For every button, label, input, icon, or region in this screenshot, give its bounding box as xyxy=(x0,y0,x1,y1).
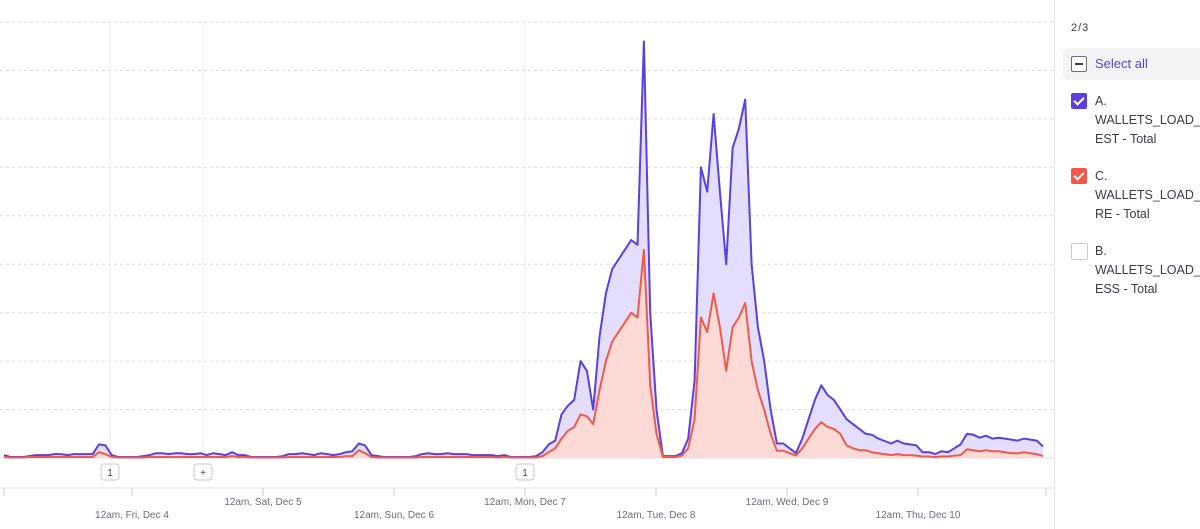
legend-line: RE - Total xyxy=(1095,207,1150,221)
annotation-label: + xyxy=(200,468,206,479)
x-tick-label: 12am, Tue, Dec 8 xyxy=(617,510,696,521)
legend-item-label: C. WALLETS_LOAD_ RE - Total xyxy=(1095,167,1200,224)
select-all-label: Select all xyxy=(1095,56,1148,71)
legend-line: WALLETS_LOAD_ xyxy=(1095,113,1200,127)
legend-line: A. xyxy=(1095,94,1107,108)
series-c-area xyxy=(4,249,1043,458)
checked-checkbox-icon[interactable] xyxy=(1071,93,1087,109)
checked-checkbox-icon[interactable] xyxy=(1071,168,1087,184)
x-tick-label: 12am, Wed, Dec 9 xyxy=(746,497,829,508)
legend-item-label: B. WALLETS_LOAD_S ESS - Total xyxy=(1095,242,1200,299)
x-tick-label: 12am, Sun, Dec 6 xyxy=(354,510,434,521)
legend-line: WALLETS_LOAD_ xyxy=(1095,188,1200,202)
x-tick-label: 12am, Thu, Dec 10 xyxy=(876,510,961,521)
series-c-line xyxy=(3,248,1044,459)
series-a-line xyxy=(3,40,1044,458)
legend-line: EST - Total xyxy=(1095,132,1157,146)
annotation-label: 1 xyxy=(107,468,113,479)
partial-checkbox-icon[interactable] xyxy=(1071,56,1087,72)
legend-panel: 2/3 Select all A. WALLETS_LOAD_ EST - To… xyxy=(1054,0,1200,529)
series-a-area xyxy=(4,41,1043,459)
annotation-marker xyxy=(515,463,535,481)
x-tick-label: 12am, Sat, Dec 5 xyxy=(224,497,302,508)
area-chart[interactable]: 12am, Sat, Dec 5 12am, Mon, Dec 7 12am, We… xyxy=(0,0,1054,529)
legend-line: WALLETS_LOAD_S xyxy=(1095,263,1200,277)
x-tick-label: 12am, Fri, Dec 4 xyxy=(95,510,169,521)
annotation-label: 1 xyxy=(522,468,528,479)
select-all-button[interactable]: Select all xyxy=(1063,48,1200,80)
unchecked-checkbox-icon[interactable] xyxy=(1071,243,1088,260)
legend-line: B. xyxy=(1095,244,1107,258)
annotation-marker xyxy=(193,463,213,481)
series-count: 2/3 xyxy=(1071,22,1090,34)
legend-line: C. xyxy=(1095,169,1108,183)
legend-item-label: A. WALLETS_LOAD_ EST - Total xyxy=(1095,92,1200,149)
x-tick-label: 12am, Mon, Dec 7 xyxy=(484,497,566,508)
annotation-marker xyxy=(100,463,120,481)
chart-svg: 12am, Sat, Dec 5 12am, Mon, Dec 7 12am, We… xyxy=(0,21,1054,521)
legend-line: ESS - Total xyxy=(1095,282,1158,296)
